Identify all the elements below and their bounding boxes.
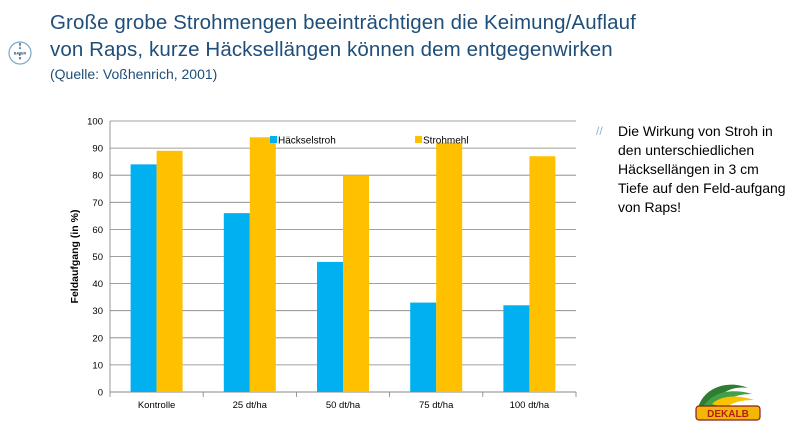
y-tick-label: 50 <box>92 252 103 263</box>
bar-strohmehl <box>343 175 369 392</box>
bayer-logo-letter: A <box>19 46 22 50</box>
title-line-2: von Raps, kurze Häcksellängen können dem… <box>50 38 613 61</box>
bar-strohmehl <box>156 150 183 392</box>
bar-chart: 0 10 20 30 40 50 60 70 80 90 100 Kontrolle 25 dt/ha 5… <box>69 117 577 411</box>
bar-haeckselstroh <box>503 305 530 392</box>
page-title: Große grobe Strohmengen beeinträchtigen … <box>50 9 780 63</box>
bayer-logo-horizontal: BAYER <box>14 52 27 56</box>
x-tick-label: 100 dt/ha <box>510 400 550 411</box>
legend-swatch <box>415 136 422 143</box>
bar-haeckselstroh <box>317 261 343 392</box>
side-note-text: Die Wirkung von Stroh in den unterschied… <box>618 123 786 215</box>
y-tick-label: 80 <box>92 171 103 182</box>
y-tick-label: 10 <box>92 360 103 371</box>
bar-haeckselstroh <box>130 164 157 392</box>
y-tick-label: 20 <box>92 333 103 344</box>
x-tick-label: 50 dt/ha <box>326 400 361 411</box>
legend-label: Strohmehl <box>423 136 469 147</box>
bar-haeckselstroh <box>410 302 437 392</box>
y-tick-label: 90 <box>92 144 103 155</box>
y-axis-label: Feldaufgang (in %) <box>69 210 81 304</box>
bayer-logo-letter: R <box>19 57 22 61</box>
bayer-logo-letter: B <box>19 43 22 47</box>
y-tick-label: 100 <box>87 117 103 128</box>
bar-strohmehl <box>436 142 463 392</box>
bar-strohmehl <box>249 137 276 392</box>
bullet-icon: // <box>596 124 603 138</box>
bar-haeckselstroh <box>223 213 250 392</box>
x-tick-label: 75 dt/ha <box>419 400 454 411</box>
x-tick-label: Kontrolle <box>138 400 176 411</box>
title-line-1: Große grobe Strohmengen beeinträchtigen … <box>50 11 636 34</box>
x-tick-label: 25 dt/ha <box>233 400 268 411</box>
y-tick-label: 60 <box>92 225 103 236</box>
legend-swatch <box>270 136 277 143</box>
dekalb-logo-icon: DEKALB <box>695 384 761 421</box>
bayer-logo-letter: E <box>19 53 22 57</box>
legend-label: Häckselstroh <box>278 136 336 147</box>
source-citation: (Quelle: Voßhenrich, 2001) <box>50 66 218 82</box>
y-tick-label: 30 <box>92 306 103 317</box>
dekalb-logo-text: DEKALB <box>707 409 749 420</box>
y-tick-label: 40 <box>92 279 103 290</box>
y-tick-label: 0 <box>98 388 103 399</box>
bar-strohmehl <box>529 156 556 392</box>
y-tick-label: 70 <box>92 198 103 209</box>
side-note: // Die Wirkung von Stroh in den untersch… <box>596 122 788 217</box>
